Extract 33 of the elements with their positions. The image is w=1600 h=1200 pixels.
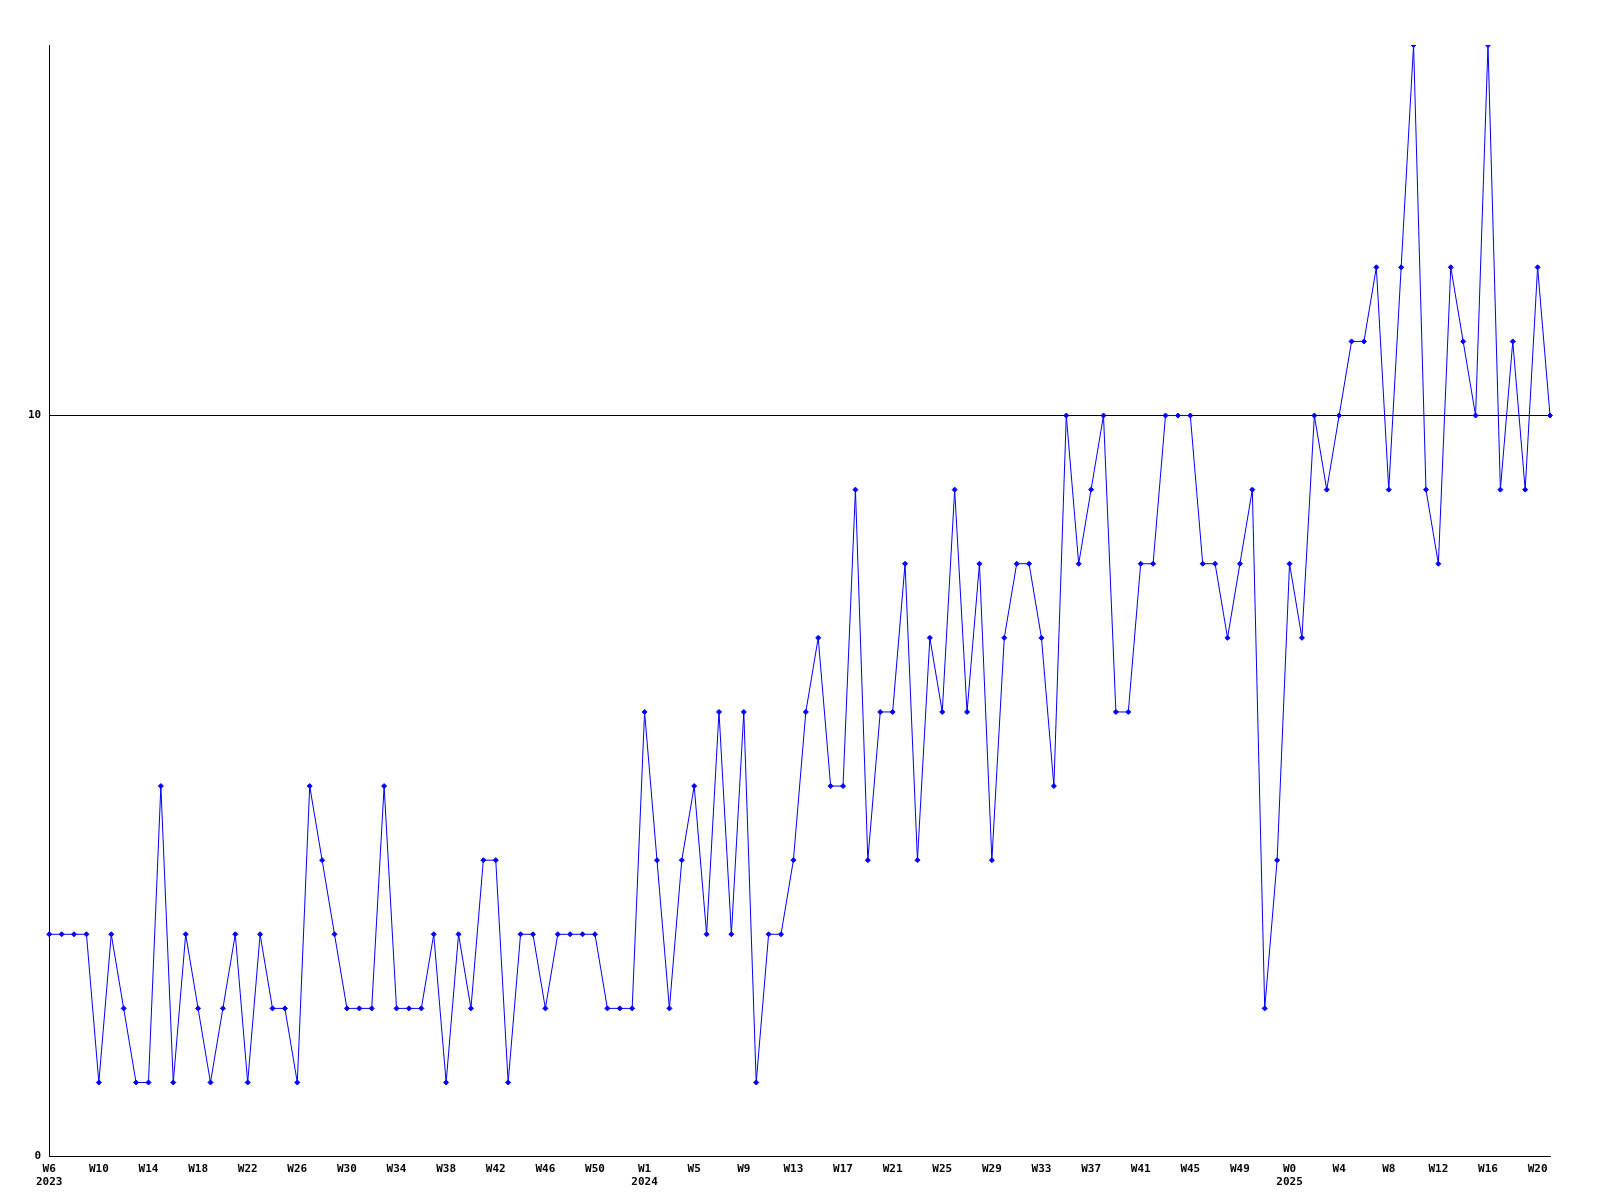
x-tick-label: W9 [737,1162,751,1176]
x-tick-label: W42 [485,1162,506,1176]
x-tick-label: W33 [1031,1162,1052,1176]
x-tick-label: W10 [88,1162,109,1176]
x-tick-label: W12 [1428,1162,1449,1176]
x-tick-label: W38 [436,1162,457,1176]
x-tick-label: W4 [1332,1162,1347,1176]
x-tick-label: W50 [585,1162,605,1176]
x-tick-label: W5 [687,1162,701,1176]
x-tick-label: W14 [138,1162,159,1176]
x-tick-label: W34 [386,1162,407,1176]
x-tick-label: W46 [535,1162,556,1176]
x-tick-label: W1 2024 [631,1162,659,1189]
x-tick-label: W49 [1229,1162,1250,1176]
x-tick-label: W25 [932,1162,953,1176]
x-tick-label: W20 [1527,1162,1548,1176]
x-tick-label: W17 [833,1162,853,1176]
x-tick-label: W45 [1180,1162,1201,1176]
x-tick-label: W0 2025 [1276,1162,1303,1189]
x-tick-label: W26 [287,1162,308,1176]
x-tick-label: W13 [783,1162,804,1176]
x-tick-label: W30 [336,1162,357,1176]
x-tick-label: W8 [1382,1162,1396,1176]
y-tick-label: 10 [28,408,42,422]
x-tick-label: W18 [188,1162,209,1176]
x-tick-label: W21 [882,1162,903,1176]
x-tick-label: W16 [1478,1162,1499,1176]
x-tick-label: W41 [1130,1162,1152,1176]
x-tick-label: W6 2023 [36,1162,63,1189]
x-tick-label: W37 [1081,1162,1102,1176]
y-tick-label: 0 [34,1149,42,1163]
x-tick-label: W29 [981,1162,1002,1176]
x-tick-label: W22 [237,1162,258,1176]
